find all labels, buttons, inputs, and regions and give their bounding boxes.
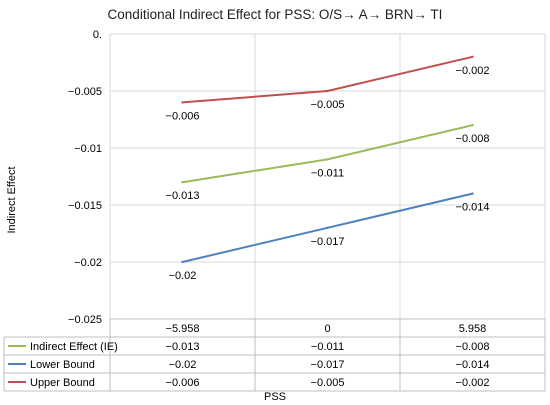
data-label: −0.008 — [456, 133, 490, 145]
data-labels: −0.013 −0.011 −0.008 −0.02 −0.017 −0.014 −0.00… — [166, 65, 490, 282]
data-label: −0.014 — [456, 202, 490, 214]
data-label: −0.02 — [169, 270, 197, 282]
table-cell: −0.008 — [456, 341, 490, 353]
data-label: −0.017 — [311, 236, 345, 248]
y-axis-title: Indirect Effect — [6, 166, 18, 233]
category-label: 0 — [324, 323, 330, 335]
y-tick-label: −0.005 — [68, 86, 102, 98]
data-point — [471, 124, 474, 127]
data-point — [181, 181, 184, 184]
y-tick-label: 0. — [93, 29, 102, 41]
chart-title: Conditional Indirect Effect for PSS: O/S… — [108, 7, 443, 22]
y-tick-label: −0.02 — [74, 257, 102, 269]
category-label: 5.958 — [459, 323, 487, 335]
x-axis-title: PSS — [264, 391, 286, 403]
y-tick-label: −0.025 — [68, 314, 102, 326]
table-cell: −0.006 — [166, 377, 200, 389]
table-cell: −0.013 — [166, 341, 200, 353]
data-label: −0.002 — [456, 65, 490, 77]
legend-label: Upper Bound — [30, 377, 95, 389]
y-tick-label: −0.015 — [68, 200, 102, 212]
legend-label: Indirect Effect (IE) — [30, 341, 118, 353]
data-label: −0.005 — [311, 99, 345, 111]
table-cell: −0.011 — [311, 341, 344, 353]
category-label: −5.958 — [166, 323, 200, 335]
data-point — [471, 55, 474, 58]
data-point — [181, 101, 184, 104]
table-cell: −0.014 — [456, 359, 490, 371]
data-point — [471, 192, 474, 195]
legend-label: Lower Bound — [30, 359, 95, 371]
data-table: −5.958 0 5.958 Indirect Effect (IE) −0.013 −0… — [3, 318, 546, 392]
data-point — [326, 226, 329, 229]
y-tick-labels: 0. −0.005 −0.01 −0.015 −0.02 −0.025 — [68, 29, 102, 326]
series-line — [182, 55, 473, 104]
table-cell: −0.02 — [169, 359, 197, 371]
y-tick-label: −0.01 — [74, 143, 102, 155]
data-point — [326, 89, 329, 93]
data-label: −0.006 — [166, 110, 200, 122]
table-cell: −0.005 — [311, 377, 345, 389]
data-point — [181, 260, 184, 264]
data-label: −0.011 — [311, 167, 344, 179]
data-label: −0.013 — [166, 190, 200, 202]
data-point — [326, 158, 329, 161]
table-cell: −0.017 — [311, 359, 345, 371]
table-cell: −0.002 — [456, 377, 490, 389]
series-lines — [181, 55, 474, 264]
